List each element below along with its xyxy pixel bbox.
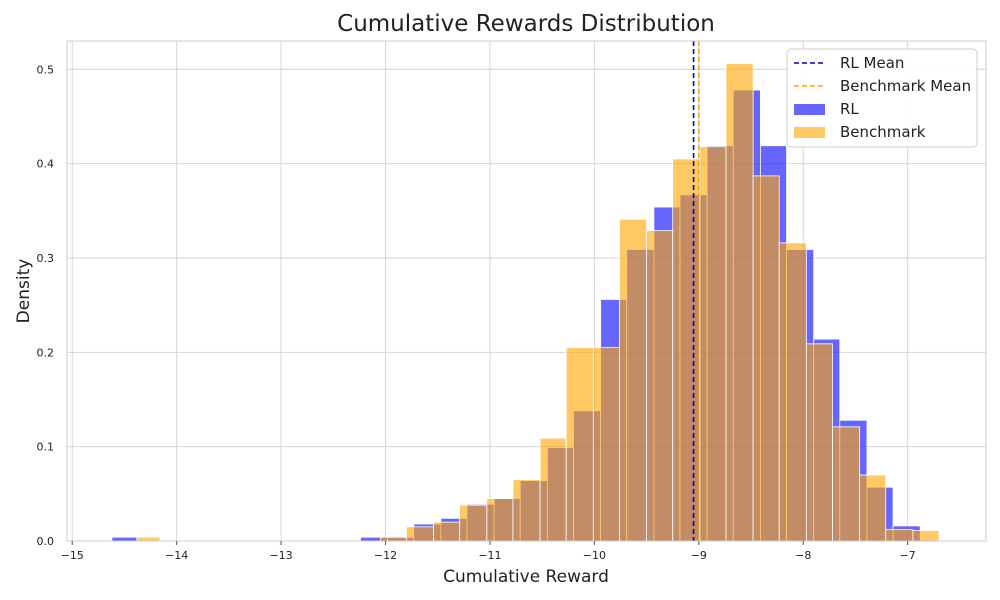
benchmark-bar	[752, 175, 780, 542]
benchmark-bar	[699, 146, 727, 542]
legend: RL Mean Benchmark Mean RL Benchmark	[786, 48, 978, 148]
x-tick-label: −9	[691, 549, 707, 562]
legend-label: RL	[840, 100, 859, 118]
benchmark-bar	[459, 504, 488, 542]
legend-patch-swatch	[794, 104, 825, 115]
x-tick-label: −12	[374, 549, 397, 562]
legend-label: Benchmark	[840, 123, 926, 141]
y-axis-label: Density	[14, 259, 34, 324]
benchmark-bar	[565, 347, 594, 542]
y-axis-ticks: 0.0 0.1 0.2 0.3 0.4 0.5	[37, 63, 55, 548]
benchmark-bar	[136, 536, 161, 542]
x-axis-label: Cumulative Reward	[443, 567, 609, 587]
benchmark-bar	[912, 530, 940, 542]
benchmark-bar	[832, 426, 861, 542]
rl-bar	[111, 536, 138, 542]
x-axis-ticks: −15 −14 −13 −12 −11 −10 −9 −8 −7	[61, 541, 916, 562]
chart-title: Cumulative Rewards Distribution	[337, 11, 715, 37]
benchmark-bar	[672, 158, 701, 542]
x-tick-label: −13	[269, 549, 292, 562]
mean-lines	[692, 41, 700, 541]
benchmark-bar	[592, 347, 620, 542]
legend-box	[786, 48, 978, 148]
benchmark-bar	[805, 343, 833, 542]
benchmark-bar	[646, 230, 674, 542]
benchmark-bar	[433, 521, 461, 542]
y-tick-label: 0.4	[37, 158, 55, 171]
legend-label: RL Mean	[840, 54, 904, 72]
benchmark-bar	[778, 242, 807, 542]
y-tick-label: 0.5	[37, 63, 55, 76]
y-tick-label: 0.2	[37, 346, 55, 359]
y-tick-label: 0.0	[37, 535, 55, 548]
benchmark-bar	[512, 479, 541, 542]
x-tick-label: −14	[165, 549, 188, 562]
x-tick-label: −8	[795, 549, 811, 562]
benchmark-bar	[859, 474, 887, 542]
x-tick-label: −7	[900, 549, 916, 562]
y-tick-label: 0.1	[37, 441, 55, 454]
legend-label: Benchmark Mean	[840, 77, 971, 95]
plot-frame	[66, 40, 987, 542]
benchmark-bar	[486, 498, 514, 542]
x-tick-label: −11	[478, 549, 501, 562]
benchmark-bar	[885, 529, 914, 542]
benchmark-bar	[619, 218, 647, 542]
x-tick-label: −15	[61, 549, 84, 562]
benchmark-bar	[539, 437, 567, 542]
x-tick-label: −10	[583, 549, 606, 562]
y-tick-label: 0.3	[37, 252, 55, 265]
benchmark-bar	[406, 526, 434, 542]
benchmark-bar	[379, 536, 407, 542]
legend-patch-swatch	[794, 127, 825, 138]
benchmark-bar	[725, 63, 754, 542]
